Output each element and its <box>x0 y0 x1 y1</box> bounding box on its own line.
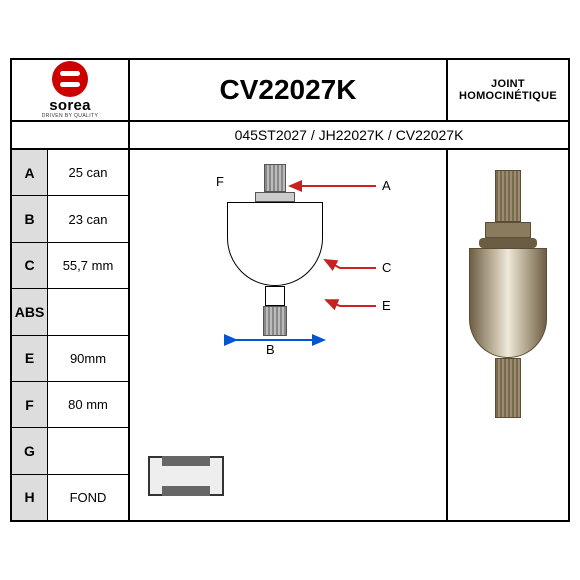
spec-row: HFOND <box>12 475 128 520</box>
diagram-label-b: B <box>266 342 275 357</box>
diagram-label-c: C <box>382 260 391 275</box>
diagram-cell: F A C E B <box>130 150 448 520</box>
spec-table: A25 can B23 can C55,7 mm ABS E90mm F80 m… <box>12 150 130 520</box>
spec-key: B <box>12 196 48 241</box>
product-type-line1: Joint <box>491 78 525 90</box>
spec-key: E <box>12 336 48 381</box>
spec-key: G <box>12 428 48 473</box>
spec-key: H <box>12 475 48 520</box>
spec-row: F80 mm <box>12 382 128 428</box>
crossref-spacer <box>12 122 130 148</box>
part-number: CV22027K <box>220 74 357 106</box>
diagram-label-e: E <box>382 298 391 313</box>
crossref-row: 045ST2027 / JH22027K / CV22027K <box>12 122 568 150</box>
product-photo-cell <box>448 150 568 520</box>
diagram-label-f: F <box>216 174 224 189</box>
spec-key: A <box>12 150 48 195</box>
spec-row: ABS <box>12 289 128 335</box>
spec-key: F <box>12 382 48 427</box>
spec-row: G <box>12 428 128 474</box>
spec-key: ABS <box>12 289 48 334</box>
brand-tagline: DRIVEN BY QUALITY <box>42 113 98 119</box>
product-photo <box>468 170 548 418</box>
spec-val: 55,7 mm <box>48 243 128 288</box>
brand-name: sorea <box>49 97 91 114</box>
spec-val: 90mm <box>48 336 128 381</box>
datasheet: sorea DRIVEN BY QUALITY CV22027K Joint H… <box>10 58 570 522</box>
product-type-line2: Homocinétique <box>459 90 557 102</box>
spec-row: A25 can <box>12 150 128 196</box>
body-row: A25 can B23 can C55,7 mm ABS E90mm F80 m… <box>12 150 568 520</box>
product-type-cell: Joint Homocinétique <box>448 60 568 120</box>
part-number-cell: CV22027K <box>130 60 448 120</box>
brand-cell: sorea DRIVEN BY QUALITY <box>12 60 130 120</box>
brand-logo-icon <box>52 61 88 97</box>
diagram-label-a: A <box>382 178 391 193</box>
spec-val <box>48 289 128 334</box>
spec-val: FOND <box>48 475 128 520</box>
spec-row: B23 can <box>12 196 128 242</box>
spec-val: 23 can <box>48 196 128 241</box>
spec-row: C55,7 mm <box>12 243 128 289</box>
spec-val: 25 can <box>48 150 128 195</box>
boot-icon <box>148 456 228 506</box>
header-row: sorea DRIVEN BY QUALITY CV22027K Joint H… <box>12 60 568 122</box>
spec-val <box>48 428 128 473</box>
crossref-text: 045ST2027 / JH22027K / CV22027K <box>130 122 568 148</box>
spec-val: 80 mm <box>48 382 128 427</box>
spec-key: C <box>12 243 48 288</box>
spec-row: E90mm <box>12 336 128 382</box>
